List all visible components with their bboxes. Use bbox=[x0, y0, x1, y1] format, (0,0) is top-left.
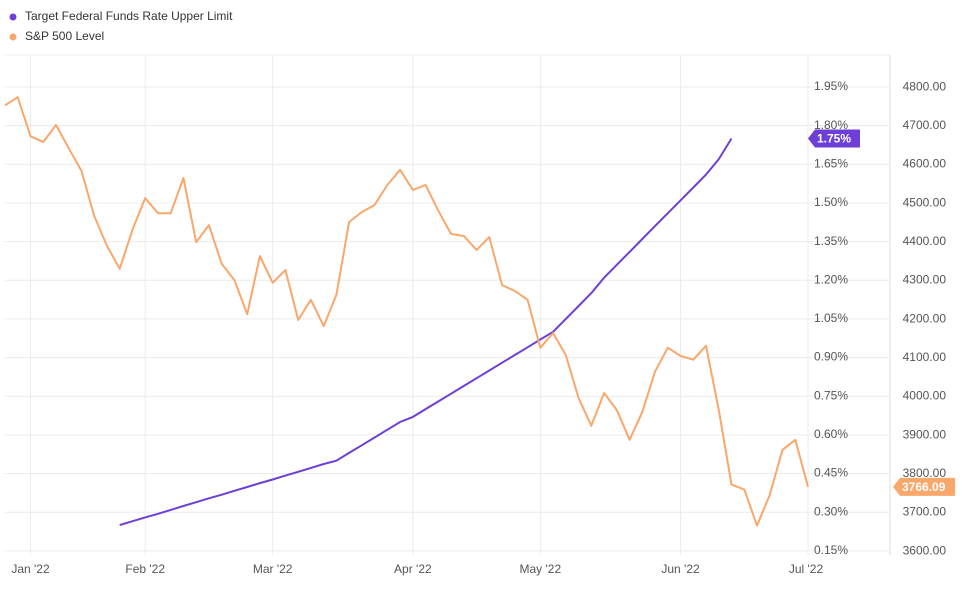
y2-tick-label: 4800.00 bbox=[903, 79, 947, 93]
y2-tick-label: 3800.00 bbox=[903, 466, 947, 480]
y-tick-label: 0.15% bbox=[814, 543, 848, 557]
legend-marker bbox=[9, 13, 17, 21]
x-tick-label: Jan '22 bbox=[11, 562, 50, 576]
value-flag-label: 1.75% bbox=[817, 132, 851, 146]
y-tick-label: 0.60% bbox=[814, 427, 848, 441]
y-tick-label: 1.80% bbox=[814, 118, 848, 132]
y2-tick-label: 3900.00 bbox=[903, 427, 947, 441]
y2-tick-label: 4700.00 bbox=[903, 118, 947, 132]
y-tick-label: 1.05% bbox=[814, 311, 848, 325]
y2-tick-label: 4200.00 bbox=[903, 311, 947, 325]
value-flag bbox=[893, 477, 955, 496]
series-line bbox=[119, 137, 733, 527]
y-tick-label: 0.30% bbox=[814, 504, 848, 518]
x-tick-label: Apr '22 bbox=[394, 562, 432, 576]
y-tick-label: 1.35% bbox=[814, 234, 848, 248]
y-tick-label: 0.90% bbox=[814, 350, 848, 364]
y2-tick-label: 4600.00 bbox=[903, 157, 947, 171]
y2-tick-label: 4500.00 bbox=[903, 195, 947, 209]
legend-label: S&P 500 Level bbox=[25, 29, 104, 43]
x-tick-label: Feb '22 bbox=[125, 562, 165, 576]
y2-tick-label: 4400.00 bbox=[903, 234, 947, 248]
y2-tick-label: 4000.00 bbox=[903, 389, 947, 403]
y2-tick-label: 3700.00 bbox=[903, 505, 947, 519]
x-tick-label: Jul '22 bbox=[789, 562, 824, 576]
y-tick-label: 1.50% bbox=[814, 195, 848, 209]
value-flag bbox=[808, 129, 860, 148]
y2-tick-label: 4300.00 bbox=[903, 273, 947, 287]
y2-tick-label: 4100.00 bbox=[903, 350, 947, 364]
x-tick-label: Jun '22 bbox=[661, 562, 700, 576]
y-tick-label: 1.95% bbox=[814, 79, 848, 93]
y-tick-label: 1.65% bbox=[814, 156, 848, 170]
y2-tick-label: 3600.00 bbox=[903, 543, 947, 557]
y-tick-label: 1.20% bbox=[814, 272, 848, 286]
series-line bbox=[4, 96, 809, 527]
legend-label: Target Federal Funds Rate Upper Limit bbox=[25, 9, 233, 23]
legend-marker bbox=[9, 33, 17, 41]
y-tick-label: 0.75% bbox=[814, 388, 848, 402]
y-tick-label: 0.45% bbox=[814, 466, 848, 480]
x-tick-label: Mar '22 bbox=[253, 562, 293, 576]
x-tick-label: May '22 bbox=[520, 562, 562, 576]
value-flag-label: 3766.09 bbox=[902, 480, 946, 494]
